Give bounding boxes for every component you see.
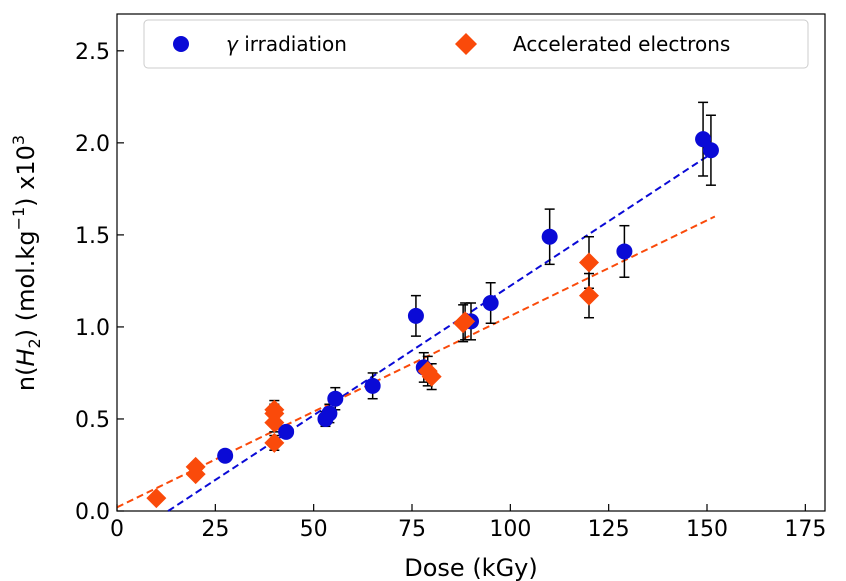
data-point-electrons	[146, 488, 167, 509]
data-point-gamma	[217, 447, 234, 464]
data-point-gamma	[695, 131, 712, 148]
data-point-electrons	[455, 311, 476, 332]
data-point-electrons	[579, 285, 599, 306]
fit-lines	[116, 153, 716, 512]
data-point-gamma	[407, 307, 424, 324]
data-point-gamma	[541, 228, 558, 245]
x-tick-label: 100	[489, 517, 531, 542]
error-bars	[151, 101, 716, 501]
data-point-electrons	[421, 366, 442, 387]
plot-area-frame	[116, 13, 826, 512]
x-tick-label: 75	[398, 517, 426, 542]
legend-marker-electrons	[455, 33, 477, 55]
y-tick-label: 0.0	[75, 500, 110, 525]
legend-label-gamma: γ irradiation	[226, 32, 347, 56]
data-point-gamma	[327, 390, 344, 407]
fit-line-series-0	[167, 153, 712, 512]
x-tick-label: 50	[300, 517, 328, 542]
x-tick-label: 25	[201, 517, 229, 542]
legend-marker-gamma	[173, 36, 189, 52]
data-point-gamma	[616, 243, 633, 260]
x-tick-label: 0	[110, 517, 124, 542]
x-tick-label: 175	[784, 517, 826, 542]
data-markers	[146, 131, 719, 509]
x-axis-label: Dose (kGy)	[404, 554, 538, 581]
data-point-gamma	[482, 294, 499, 311]
y-tick-label: 1.0	[75, 316, 110, 341]
y-tick-label: 2.0	[75, 132, 110, 157]
y-tick-label: 2.5	[75, 40, 110, 65]
legend: γ irradiation Accelerated electrons	[143, 19, 809, 69]
y-tick-label: 1.5	[75, 224, 110, 249]
x-axis-ticks: 0 25 50 75 100 125 150 175	[110, 504, 826, 542]
y-axis-label: n(H2) (mol.kg−1) x103	[9, 135, 44, 391]
data-point-electrons	[264, 399, 285, 420]
data-point-gamma	[364, 377, 381, 394]
data-point-electrons	[264, 432, 285, 453]
x-tick-label: 125	[588, 517, 630, 542]
x-tick-label: 150	[686, 517, 728, 542]
data-point-gamma	[321, 405, 338, 422]
data-point-gamma	[278, 423, 295, 440]
data-point-electrons	[185, 456, 206, 477]
fit-line-series-1	[116, 215, 716, 509]
y-axis-ticks: 0.0 0.5 1.0 1.5 2.0 2.5	[75, 40, 124, 525]
y-tick-label: 0.5	[75, 408, 110, 433]
data-point-gamma	[702, 142, 719, 159]
data-point-electrons	[579, 252, 599, 273]
legend-label-electrons: Accelerated electrons	[513, 32, 730, 56]
